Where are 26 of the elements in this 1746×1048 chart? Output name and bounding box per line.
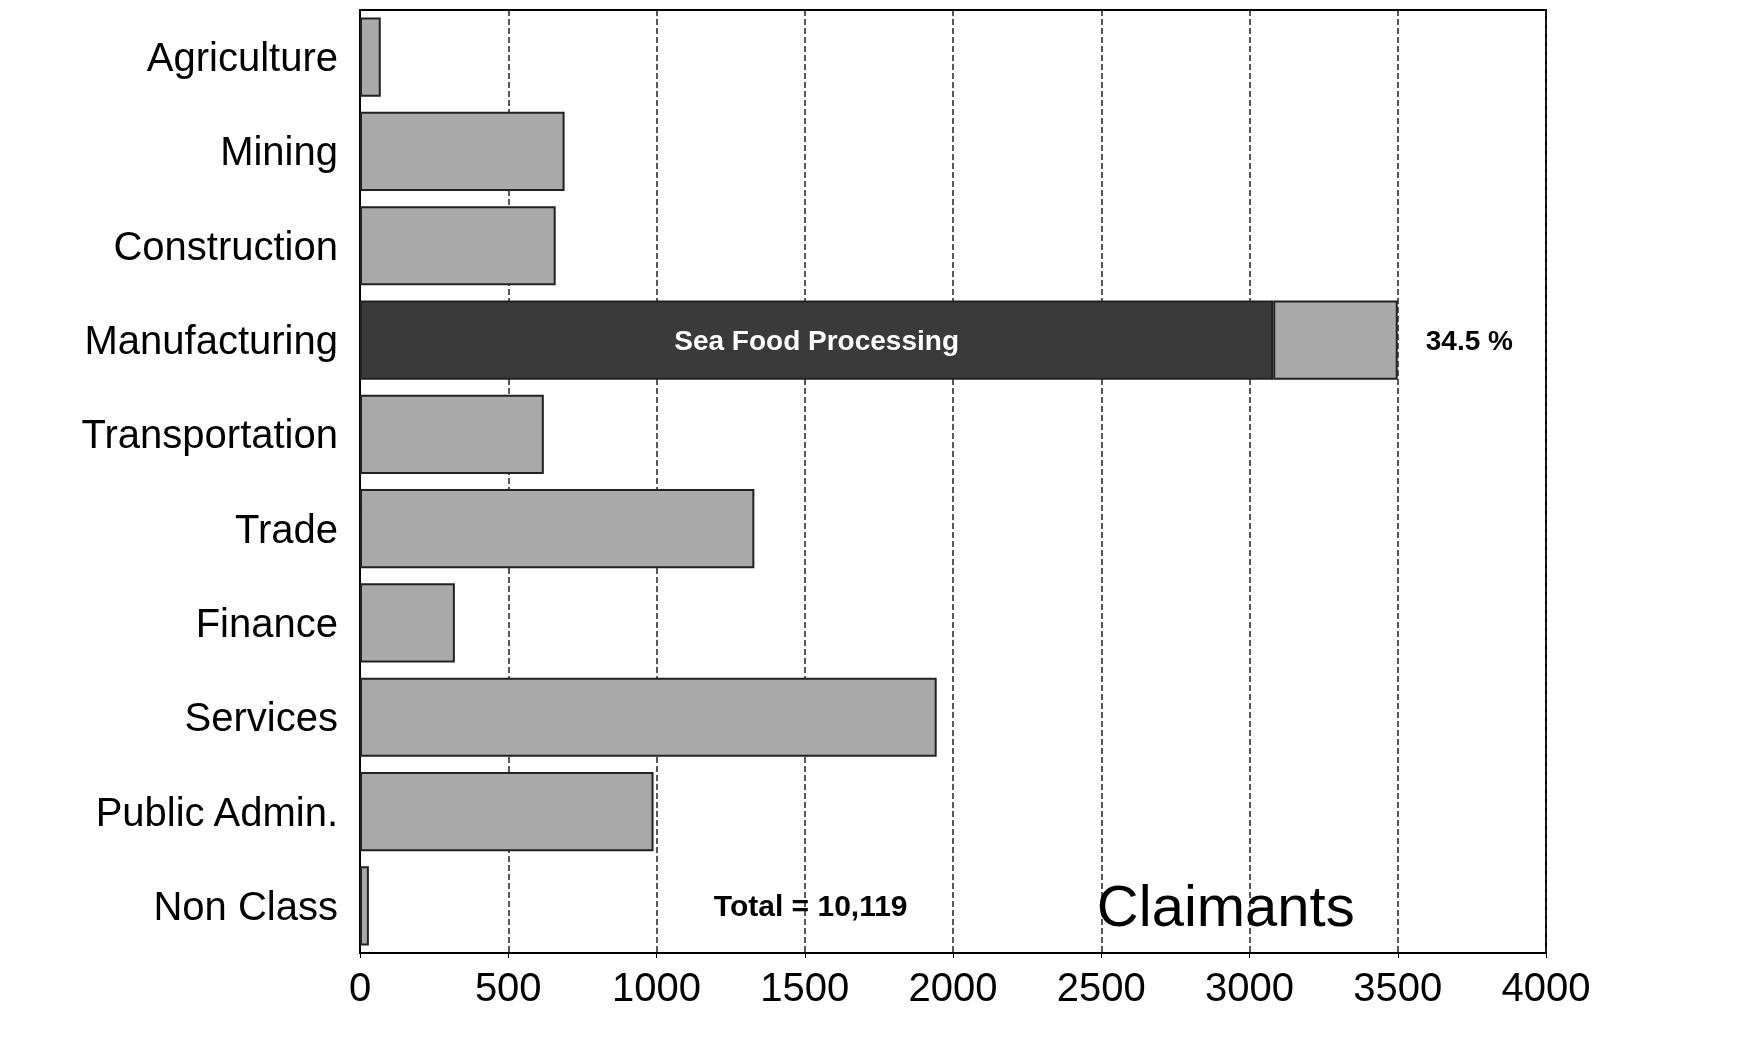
- x-tick-label: 3000: [1205, 965, 1294, 1009]
- x-tick-label: 0: [348, 965, 372, 1009]
- x-tick-label: 4000: [1501, 965, 1591, 1009]
- x-tick-label: 500: [474, 965, 542, 1009]
- annotation: Total = 10,119: [713, 889, 908, 923]
- y-tick-label: Non Class: [153, 883, 338, 928]
- y-tick-label: Public Admin.: [95, 789, 338, 834]
- annotation: 34.5 %: [1425, 324, 1514, 356]
- x-tick-label: 3500: [1353, 965, 1443, 1009]
- y-tick-label: Manufacturing: [84, 318, 338, 363]
- x-tick-label: 1000: [612, 965, 701, 1009]
- x-tick-label: 2000: [908, 965, 998, 1009]
- y-tick-label: Services: [184, 695, 338, 740]
- y-tick-label: Construction: [113, 223, 338, 268]
- annotation: Claimants: [1096, 873, 1355, 939]
- x-tick-label: 1500: [760, 965, 850, 1009]
- bar: [360, 583, 455, 663]
- y-tick-label: Finance: [195, 600, 338, 645]
- y-tick-label: Transportation: [81, 412, 338, 457]
- bar: [360, 17, 381, 97]
- series-label: Sea Food Processing: [674, 324, 959, 356]
- y-tick-label: Mining: [220, 129, 338, 174]
- x-tick-label: 2500: [1056, 965, 1146, 1009]
- bar: [360, 866, 369, 946]
- y-tick-label: Agriculture: [146, 35, 338, 80]
- y-tick-label: Trade: [234, 506, 338, 551]
